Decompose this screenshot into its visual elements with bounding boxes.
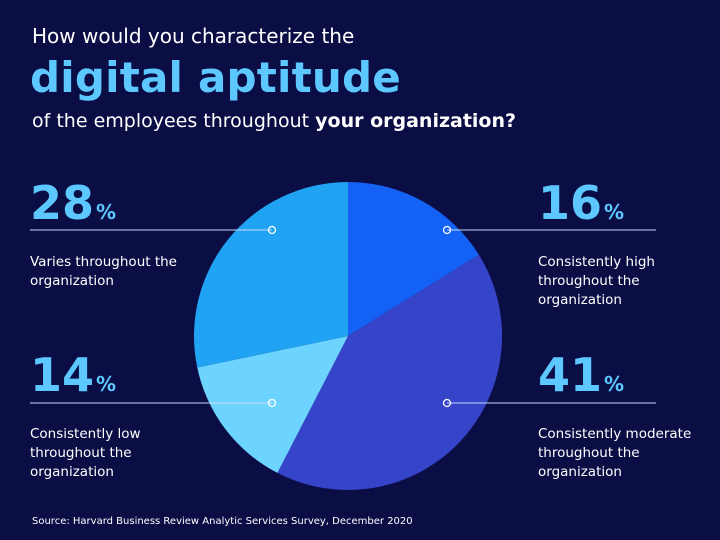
title-line-3: of the employees throughout your organiz…: [32, 107, 516, 135]
callout-value: 14%: [30, 350, 220, 409]
callout-unit: %: [604, 200, 625, 224]
pie-slice-consistently-moderate: [277, 254, 503, 491]
title-line-3-start: of the employees throughout: [32, 110, 310, 132]
leader-dot-consistently-moderate: [442, 398, 452, 408]
callout-unit: %: [96, 372, 117, 396]
callout-unit: %: [96, 200, 117, 224]
callout-label: Varies throughout the organization: [30, 254, 177, 289]
callout-consistently-high: 16% Consistently high throughout the org…: [538, 178, 720, 310]
callout-number: 16: [538, 176, 603, 230]
pie-slice-consistently-low: [197, 336, 348, 473]
callout-label: Consistently moderate throughout the org…: [538, 426, 692, 480]
callout-label: Consistently low throughout the organiza…: [30, 426, 141, 480]
callout-value: 16%: [538, 178, 720, 237]
callout-number: 14: [30, 348, 95, 402]
callout-label: Consistently high throughout the organiz…: [538, 254, 655, 308]
pie-slice-varies: [193, 181, 348, 368]
leader-dot-consistently-high: [442, 225, 452, 235]
title-highlight: digital aptitude: [30, 53, 401, 102]
pie-slice-consistently-high: [348, 182, 479, 336]
callout-unit: %: [604, 372, 625, 396]
leader-lines: [30, 225, 656, 408]
callout-consistently-moderate: 41% Consistently moderate throughout the…: [538, 350, 720, 482]
callout-value: 41%: [538, 350, 720, 409]
callout-number: 28: [30, 176, 95, 230]
title-line-1: How would you characterize the: [32, 24, 355, 48]
pie-slices: [193, 181, 503, 491]
source-note: Source: Harvard Business Review Analytic…: [32, 516, 413, 527]
leader-dot-consistently-low: [267, 398, 277, 408]
title-line-3-bold: your organization?: [315, 110, 517, 132]
leader-dot-varies: [267, 225, 277, 235]
callout-consistently-low: 14% Consistently low throughout the orga…: [30, 350, 220, 482]
callout-value: 28%: [30, 178, 220, 237]
callout-varies: 28% Varies throughout the organization: [30, 178, 220, 291]
callout-number: 41: [538, 348, 603, 402]
